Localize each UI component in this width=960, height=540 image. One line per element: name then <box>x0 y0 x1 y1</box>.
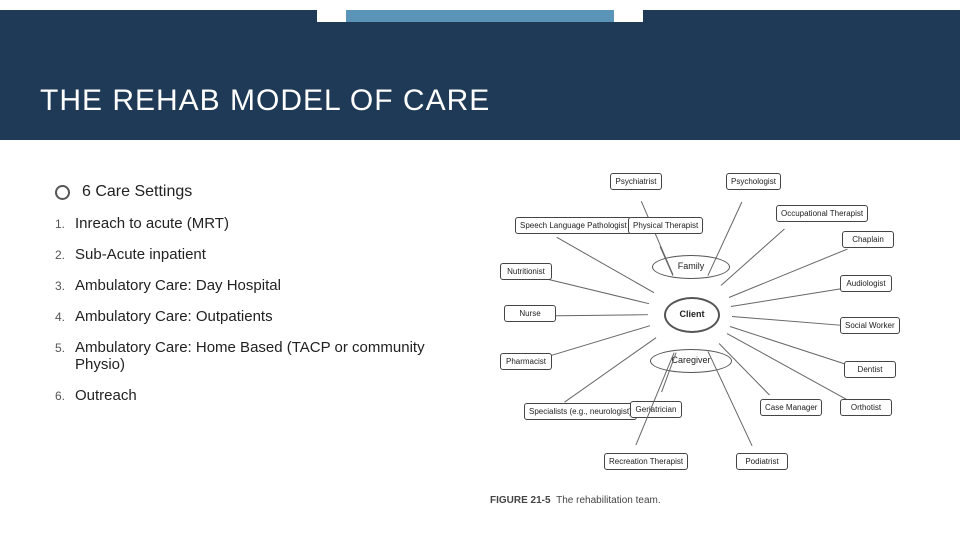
slide-body: 6 Care Settings 1.Inreach to acute (MRT)… <box>0 165 960 540</box>
team-node: Occupational Therapist <box>776 205 868 222</box>
subhead-row: 6 Care Settings <box>55 183 450 201</box>
spoke-line <box>731 288 844 307</box>
spoke-line <box>707 351 752 445</box>
accent-segment <box>643 10 960 22</box>
list-text: Sub-Acute inpatient <box>75 246 450 263</box>
team-node: Dentist <box>844 361 896 378</box>
list-item: 2.Sub-Acute inpatient <box>55 246 450 263</box>
team-node: Pharmacist <box>500 353 552 370</box>
list-text: Ambulatory Care: Outpatients <box>75 308 450 325</box>
team-node: Nurse <box>504 305 556 322</box>
list-number: 2. <box>55 246 75 262</box>
team-node: Audiologist <box>840 275 892 292</box>
list-number: 3. <box>55 277 75 293</box>
spoke-line <box>719 343 770 396</box>
hub-family: Family <box>652 255 730 279</box>
list-item: 6.Outreach <box>55 387 450 404</box>
hub-client: Client <box>664 297 720 333</box>
team-node: Recreation Therapist <box>604 453 688 470</box>
figure-caption: FIGURE 21-5 The rehabilitation team. <box>490 495 661 506</box>
list-number: 5. <box>55 339 75 355</box>
accent-segment <box>317 10 346 22</box>
team-node: Social Worker <box>840 317 900 334</box>
list-text: Outreach <box>75 387 450 404</box>
team-node: Speech Language Pathologist <box>515 217 632 234</box>
list-text: Ambulatory Care: Home Based (TACP or com… <box>75 339 450 373</box>
title-bar: THE REHAB MODEL OF CARE <box>0 22 960 140</box>
list-item: 3.Ambulatory Care: Day Hospital <box>55 277 450 294</box>
list-item: 4.Ambulatory Care: Outpatients <box>55 308 450 325</box>
team-node: Psychiatrist <box>610 173 662 190</box>
accent-segment <box>346 10 615 22</box>
slide-title: THE REHAB MODEL OF CARE <box>40 84 490 118</box>
list-number: 4. <box>55 308 75 324</box>
team-node: Orthotist <box>840 399 892 416</box>
team-node: Nutritionist <box>500 263 552 280</box>
list-item: 5.Ambulatory Care: Home Based (TACP or c… <box>55 339 450 373</box>
team-node: Psychologist <box>726 173 781 190</box>
list-number: 6. <box>55 387 75 403</box>
team-node: Specialists (e.g., neurologist) <box>524 403 637 420</box>
circle-bullet-icon <box>55 185 70 200</box>
team-node: Podiatrist <box>736 453 788 470</box>
list-item: 1.Inreach to acute (MRT) <box>55 215 450 232</box>
text-column: 6 Care Settings 1.Inreach to acute (MRT)… <box>0 165 460 540</box>
spoke-line <box>732 316 844 326</box>
figure-column: Family Client Caregiver Psychiatrist Psyc… <box>460 165 960 540</box>
hub-caregiver: Caregiver <box>650 349 732 373</box>
accent-segment <box>0 10 317 22</box>
team-node: Geriatrician <box>630 401 682 418</box>
figure-caption-text: The rehabilitation team. <box>556 495 661 506</box>
list-text: Inreach to acute (MRT) <box>75 215 450 232</box>
team-node: Physical Therapist <box>628 217 703 234</box>
accent-segment <box>614 10 643 22</box>
rehab-team-diagram: Family Client Caregiver PsychiatristPsyc… <box>480 177 900 487</box>
team-node: Chaplain <box>842 231 894 248</box>
team-node: Case Manager <box>760 399 822 416</box>
list-number: 1. <box>55 215 75 231</box>
list-text: Ambulatory Care: Day Hospital <box>75 277 450 294</box>
care-settings-list: 1.Inreach to acute (MRT)2.Sub-Acute inpa… <box>55 215 450 404</box>
subhead-text: 6 Care Settings <box>82 183 192 201</box>
spoke-line <box>548 314 648 316</box>
figure-caption-label: FIGURE 21-5 <box>490 495 551 506</box>
top-accent-bars <box>0 10 960 22</box>
spoke-line <box>726 333 846 400</box>
